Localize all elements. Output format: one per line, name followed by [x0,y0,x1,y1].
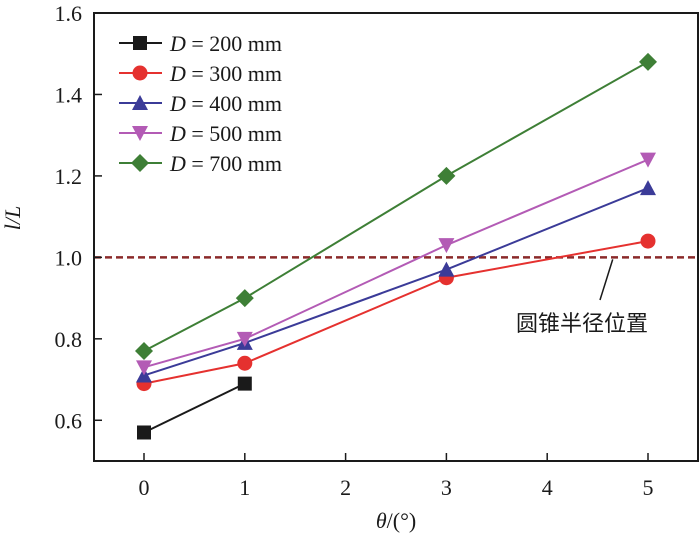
annotation: 圆锥半径位置 [516,259,648,337]
legend-marker [131,154,149,172]
legend-label-var: D [169,61,186,86]
data-point [237,355,253,371]
x-tick-label: 3 [441,475,452,500]
data-point [438,238,455,254]
data-point [136,360,152,376]
series-diamond [135,52,657,361]
series-triangle-down [136,152,656,376]
legend-label-rest: = 700 mm [186,151,282,176]
series-square [137,376,252,440]
plot-frame [93,12,699,462]
x-tick-label: 0 [139,475,150,500]
data-point [235,289,254,308]
x-axis-label-var: θ [376,508,387,533]
legend-label: D = 200 mm [169,31,282,56]
legend-marker [132,126,148,141]
legend-item: D = 300 mm [119,61,282,86]
y-tick-label: 0.8 [55,327,83,352]
annotation-pointer-line [599,259,614,301]
x-axis-label: θ/(°) [376,508,416,533]
legend-marker [132,65,148,81]
data-point [135,342,153,361]
y-axis-label: l/L [0,206,25,230]
legend: D = 200 mmD = 300 mmD = 400 mmD = 500 mm… [119,31,282,176]
data-point [640,233,656,249]
y-tick-label: 1.2 [55,164,83,189]
legend-label-rest: = 500 mm [186,121,282,146]
series-line [143,187,649,377]
legend-marker [133,36,147,50]
ticks-layer: 0 1 2 3 4 5 0.6 0.8 1.0 1.2 1.4 1.6 [55,1,654,500]
legend-label-rest: = 200 mm [186,31,282,56]
x-tick-label: 5 [643,475,654,500]
data-point [236,331,253,347]
legend-label-var: D [169,121,186,146]
data-point [640,152,656,168]
x-tick-label: 4 [542,475,553,500]
legend-item: D = 200 mm [119,31,282,56]
legend-label: D = 400 mm [169,91,282,116]
legend-label: D = 500 mm [169,121,282,146]
series-triangle-up [136,180,656,383]
legend-item: D = 500 mm [119,121,282,146]
data-point [640,180,656,196]
x-axis-label-unit: /(°) [387,508,417,533]
x-tick-label: 1 [239,475,250,500]
series-line [143,61,649,352]
series-line [143,382,246,434]
legend-label-rest: = 300 mm [186,61,282,86]
legend-label: D = 300 mm [169,61,282,86]
legend-marker [132,95,148,110]
data-point [438,261,455,277]
data-point [437,166,456,185]
series-line [143,240,649,385]
data-point [237,376,252,391]
legend-item: D = 700 mm [119,151,282,176]
data-point [137,425,151,440]
data-point [639,52,657,71]
series-layer [135,52,657,440]
x-tick-label: 2 [340,475,351,500]
legend-label-var: D [169,91,186,116]
series-line [143,158,649,369]
y-tick-label: 1.6 [55,1,83,26]
legend-label-var: D [169,31,186,56]
legend-label-rest: = 400 mm [186,91,282,116]
legend-label-var: D [169,151,186,176]
annotation-text: 圆锥半径位置 [516,312,648,337]
y-tick-label: 1.4 [55,82,83,107]
y-tick-label: 0.6 [55,408,83,433]
y-tick-label: 1.0 [55,245,83,270]
legend-item: D = 400 mm [119,91,282,116]
legend-label: D = 700 mm [169,151,282,176]
